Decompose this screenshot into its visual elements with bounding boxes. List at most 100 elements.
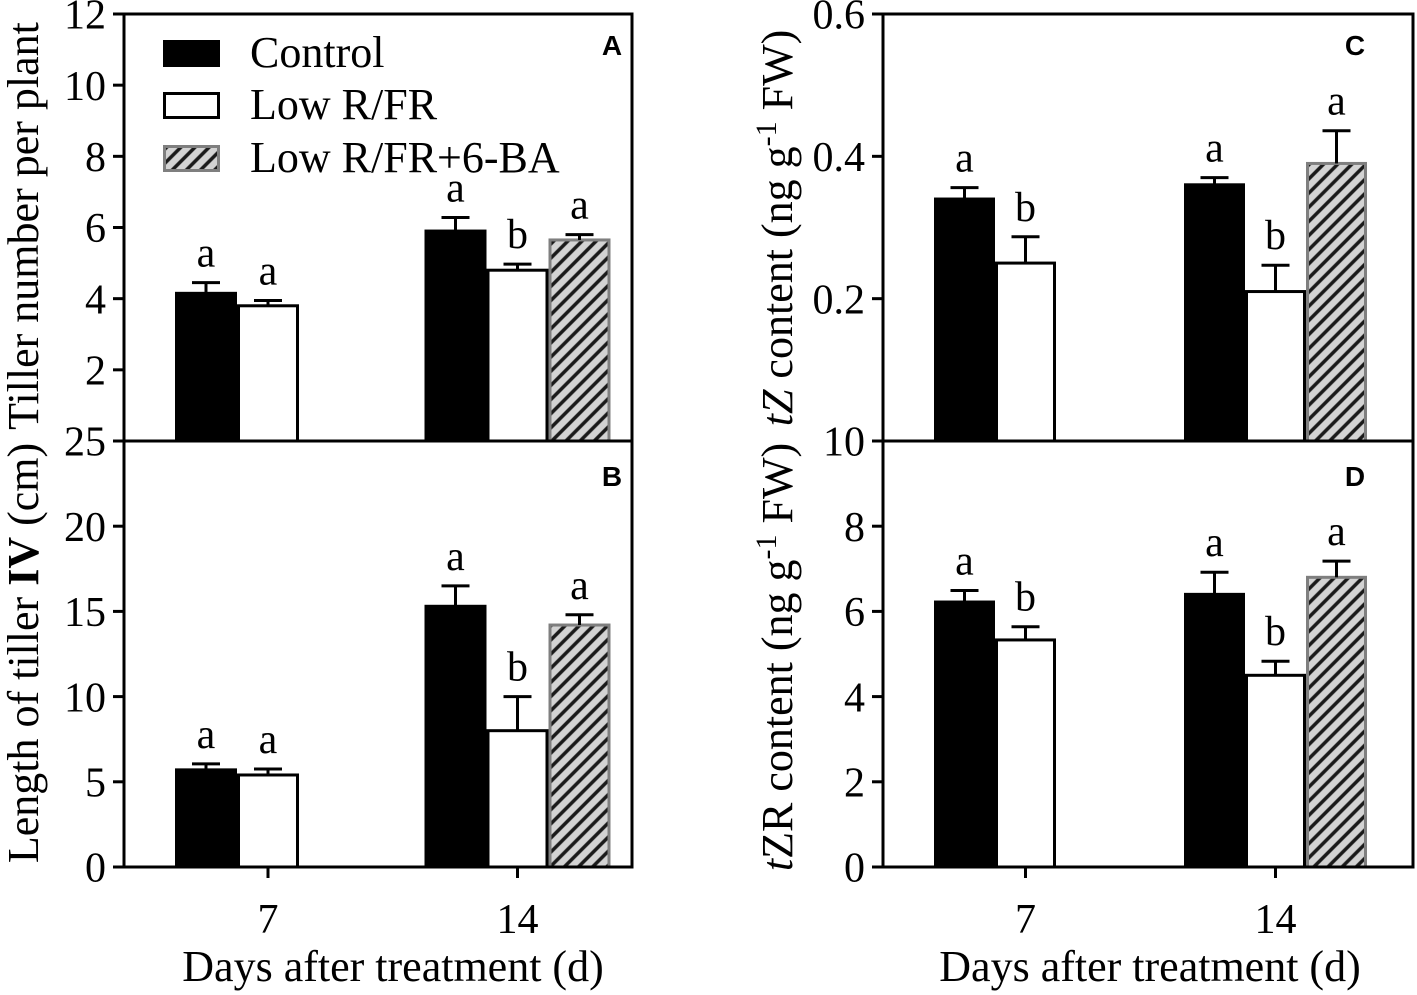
bar-d-control-day-14 [1184, 592, 1245, 869]
y-tick-label: 0 [85, 846, 106, 892]
bar-d-low-r-fr-day-7 [995, 638, 1056, 869]
bar-d-low-r-fr-6-ba-day-14 [1306, 575, 1367, 869]
significance-letter-c-low-r-fr-6-ba-day-14: a [1327, 79, 1346, 125]
error-bar-a-control-day-7 [192, 281, 220, 294]
bar-c-low-r-fr-day-14 [1245, 290, 1306, 443]
y-axis-title-c-unit: FW) [753, 30, 802, 122]
significance-letter-c-control-day-14: a [1205, 126, 1224, 172]
y-axis-title-b-unit: (cm) [0, 443, 48, 537]
y-tick-label: 6 [844, 590, 865, 636]
error-bar-d-low-r-fr-day-7 [1011, 625, 1040, 640]
y-tick-label: 10 [64, 675, 106, 721]
legend-label-low-r-fr: Low R/FR [250, 80, 438, 129]
y-axis-title-b-text: Length of tiller [0, 586, 48, 863]
x-tick-label: 7 [1015, 897, 1036, 943]
y-tick-label: 25 [64, 420, 106, 466]
error-bar-c-control-day-14 [1200, 176, 1229, 185]
bar-a-control-day-14 [424, 229, 487, 443]
significance-letter-b-control-day-14: a [446, 534, 465, 580]
legend-label-control: Control [250, 28, 384, 77]
error-bar-a-low-r-fr-day-7 [254, 298, 282, 306]
error-bar-c-low-r-fr-6-ba-day-14 [1322, 129, 1351, 164]
y-tick-label: 6 [85, 206, 106, 252]
y-axis-title-d-text: ZR content (ng g [753, 560, 802, 859]
y-axis-title-c: tZ content (ng g-1 FW) [750, 30, 802, 427]
y-tick-label: 10 [823, 420, 865, 466]
y-tick-label: 2 [844, 761, 865, 807]
significance-letter-b-low-r-fr-6-ba-day-14: a [570, 563, 589, 609]
y-tick-label: 20 [64, 505, 106, 551]
y-tick-label: 0.2 [813, 277, 866, 323]
legend: Control Low R/FR Low R/FR+6-BA [163, 28, 560, 182]
significance-letter-c-control-day-7: a [955, 136, 974, 182]
significance-letter-d-low-r-fr-6-ba-day-14: a [1327, 509, 1346, 555]
y-axis-title-b: Length of tiller IV (cm) [0, 443, 48, 863]
significance-letter-b-low-r-fr-day-7: a [259, 717, 278, 763]
x-tick-label: 7 [258, 897, 279, 943]
significance-letter-a-control-day-7: a [197, 231, 216, 277]
bar-a-low-r-fr-day-7 [237, 304, 299, 443]
legend-swatch-low-r-fr [163, 92, 220, 119]
y-axis-title-d: tZR content (ng g-1 FW) [750, 443, 802, 871]
y-tick-label: 8 [85, 135, 106, 181]
y-tick-label: 0.4 [813, 135, 866, 181]
error-bar-c-low-r-fr-day-14 [1261, 263, 1290, 292]
panel-label-d: D [1345, 461, 1365, 492]
significance-letter-a-low-r-fr-6-ba-day-14: a [570, 183, 589, 229]
y-tick-label: 8 [844, 505, 865, 551]
x-tick-label: 14 [1255, 897, 1297, 943]
error-bar-a-low-r-fr-day-14 [503, 262, 532, 271]
significance-letter-d-low-r-fr-day-14: b [1265, 609, 1286, 655]
bar-c-low-r-fr-6-ba-day-14 [1306, 161, 1367, 443]
x-tick-label: 14 [497, 897, 539, 943]
error-bar-d-control-day-7 [950, 589, 979, 603]
x-axis-title-left: Days after treatment (d) [182, 942, 603, 991]
plot-frame-d [881, 439, 1415, 869]
error-bar-d-low-r-fr-day-14 [1261, 659, 1290, 676]
significance-letter-d-low-r-fr-day-7: b [1015, 575, 1036, 621]
y-tick-label: 12 [64, 0, 106, 39]
bar-c-control-day-7 [934, 197, 995, 443]
bar-a-control-day-7 [175, 291, 237, 443]
bar-a-low-r-fr-day-14 [486, 268, 549, 443]
plot-frame-b [122, 439, 634, 869]
bar-b-low-r-fr-day-7 [237, 773, 299, 869]
error-bar-b-low-r-fr-day-7 [254, 767, 282, 775]
y-tick-label: 2 [85, 349, 106, 395]
significance-letter-b-low-r-fr-day-14: b [507, 645, 528, 691]
y-axis-title-c-symbol: tZ [753, 389, 802, 426]
y-axis-title-d-symbol: t [753, 857, 802, 871]
error-bar-d-control-day-14 [1200, 570, 1229, 595]
significance-letter-c-low-r-fr-day-7: b [1015, 185, 1036, 231]
bar-a-low-r-fr-6-ba-day-14 [548, 238, 611, 443]
significance-letter-b-control-day-7: a [197, 712, 216, 758]
error-bar-c-low-r-fr-day-7 [1011, 235, 1040, 264]
y-tick-label: 4 [844, 675, 865, 721]
panel-label-b: B [602, 461, 622, 492]
y-tick-label: 5 [85, 761, 106, 807]
y-axis-title-d-superscript: -1 [750, 535, 783, 560]
bar-d-low-r-fr-day-14 [1245, 673, 1306, 869]
error-bar-b-control-day-7 [192, 762, 220, 770]
bar-b-low-r-fr-6-ba-day-14 [548, 623, 611, 869]
y-axis-title-d-unit: FW) [753, 443, 802, 535]
panel-label-c: C [1345, 30, 1365, 61]
bar-d-control-day-7 [934, 600, 995, 869]
y-axis-title-a-text: Tiller number per plant [0, 22, 48, 430]
significance-letter-d-control-day-14: a [1205, 520, 1224, 566]
legend-item-control: Control [163, 28, 384, 77]
panel-label-a: A [602, 30, 622, 61]
y-axis-title-a: Tiller number per plant [0, 22, 48, 430]
significance-letter-c-low-r-fr-day-14: b [1265, 213, 1286, 259]
significance-letter-d-control-day-7: a [955, 539, 974, 585]
error-bar-b-control-day-14 [441, 584, 470, 607]
error-bar-a-low-r-fr-6-ba-day-14 [565, 233, 594, 240]
significance-letter-a-low-r-fr-day-7: a [259, 248, 278, 294]
bar-b-low-r-fr-day-14 [486, 729, 549, 869]
